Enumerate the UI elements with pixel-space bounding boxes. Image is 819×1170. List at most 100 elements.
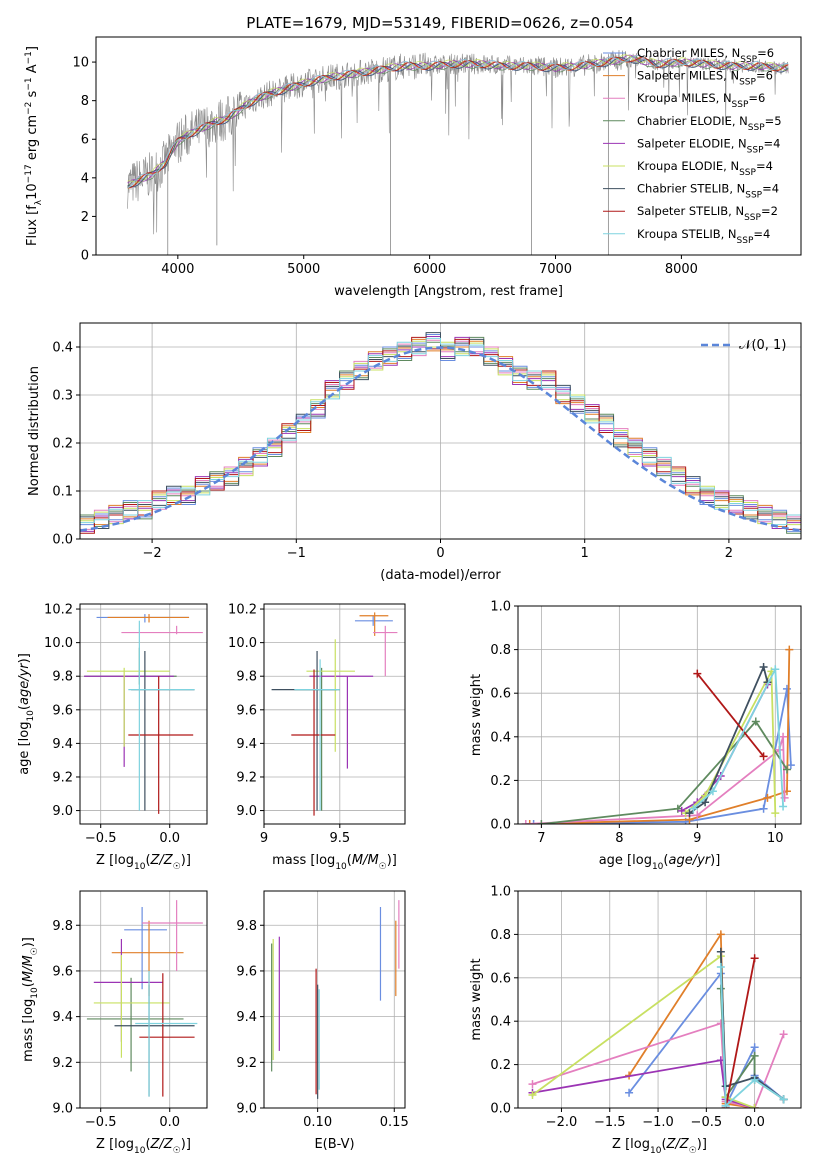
- y-tick-label: 9.6: [52, 964, 73, 979]
- x-tick-label: 9: [260, 831, 268, 846]
- x-tick-label: 10: [767, 831, 784, 846]
- y-tick-label: 0.3: [52, 389, 73, 404]
- mass-weight-marker: [708, 787, 717, 796]
- z-weights-panel: −2.0 −1.5 −1.0 −0.5 0.0 0.0 0.2 0.4 0.6 0.8 1.0 Z […: [469, 885, 802, 1156]
- x-tick-label: −0.5: [691, 1115, 723, 1130]
- axes-frame: [79, 603, 208, 825]
- mass-weight-marker: [716, 947, 725, 956]
- y-tick-label: 0.6: [490, 971, 511, 986]
- y-axis-label: Normed distribution: [27, 366, 42, 496]
- x-tick-label: 0.0: [744, 1115, 765, 1130]
- x-axis-label: mass [log10(M/M☉)]: [272, 853, 397, 872]
- y-tick-label: 9.2: [236, 770, 257, 785]
- mass-weight-marker: [751, 717, 760, 726]
- axes-frame: [79, 890, 208, 1109]
- x-tick-label: 2: [725, 546, 733, 561]
- y-tick-label: 2: [81, 210, 89, 225]
- x-tick-label: 8: [615, 831, 623, 846]
- y-tick-label: 4: [81, 171, 89, 186]
- y-tick-label: 10: [72, 56, 89, 71]
- x-axis-label: (data-model)/error: [380, 568, 501, 583]
- x-tick-label: 7: [537, 831, 545, 846]
- y-tick-label: 9.2: [52, 1056, 73, 1071]
- mass-weight-line: [685, 667, 777, 814]
- legend-entry: Salpeter MILES, NSSP=6: [637, 69, 773, 88]
- mass-weight-marker: [779, 1030, 788, 1039]
- y-axis-label: Flux [fλ10−17 erg cm−2 s−1 A−1]: [24, 46, 44, 246]
- mass-weight-marker: [721, 1101, 730, 1108]
- mass-weight-marker: [750, 954, 759, 963]
- y-tick-label: 9.6: [236, 964, 257, 979]
- x-tick-label: 8000: [665, 262, 698, 277]
- legend-entry: Chabrier STELIB, NSSP=4: [637, 182, 779, 201]
- legend-entry: Chabrier MILES, NSSP=6: [637, 46, 774, 65]
- mass-weight-marker: [779, 802, 788, 811]
- x-tick-label: 0: [436, 546, 444, 561]
- axes-frame: [517, 890, 802, 1109]
- mass-weight-marker: [693, 669, 702, 678]
- y-tick-label: 9.4: [52, 1010, 73, 1025]
- axes-frame: [95, 36, 802, 256]
- x-tick-label: −2.0: [546, 1115, 578, 1130]
- mass-weight-marker: [750, 1104, 759, 1108]
- x-tick-label: 0.0: [159, 1115, 180, 1130]
- y-tick-label: 9.0: [236, 1102, 257, 1117]
- legend-entry: Salpeter STELIB, NSSP=2: [637, 204, 778, 223]
- y-tick-label: 1.0: [490, 600, 511, 615]
- y-tick-label: 9.4: [52, 737, 73, 752]
- mass-weight-marker: [625, 1088, 634, 1097]
- mass-weight-marker: [701, 798, 710, 807]
- y-tick-label: 9.8: [236, 670, 257, 685]
- y-tick-label: 0.0: [490, 818, 511, 833]
- model-spectrum: [127, 55, 789, 188]
- mass-weight-marker: [750, 1051, 759, 1060]
- mass-weight-marker: [779, 1095, 788, 1104]
- y-tick-label: 1.0: [490, 885, 511, 900]
- y-tick-label: 8: [81, 94, 89, 109]
- mass-weight-marker: [785, 645, 794, 654]
- mass-weight-marker: [782, 765, 791, 774]
- y-tick-label: 9.0: [236, 804, 257, 819]
- mass-weight-marker: [771, 665, 780, 674]
- y-tick-label: 9.0: [52, 1102, 73, 1117]
- ebv-vs-mass-panel: 0.10 0.15 9.0 9.2 9.4 9.6 9.8 E(B-V): [236, 890, 409, 1152]
- x-axis-label: E(B-V): [314, 1137, 354, 1152]
- mass-weight-line: [724, 958, 756, 1108]
- y-tick-label: 10.0: [44, 636, 73, 651]
- x-tick-label: −1.5: [594, 1115, 626, 1130]
- mass-weight-marker: [716, 962, 725, 971]
- legend-entry: Salpeter ELODIE, NSSP=4: [637, 136, 780, 155]
- mass-weight-line: [532, 1059, 755, 1108]
- legend-entry: Kroupa STELIB, NSSP=4: [637, 227, 770, 246]
- axes-frame: [263, 603, 406, 825]
- z-vs-age-panel: −0.5 0.0 9.0 9.2 9.4 9.6 9.8 10.0 10.2 Z [log10(Z…: [17, 603, 208, 872]
- y-tick-label: 0.2: [490, 1058, 511, 1073]
- z-vs-mass-panel: −0.5 0.0 9.0 9.2 9.4 9.6 9.8 Z [log10(Z/Z☉)] mas…: [21, 890, 208, 1156]
- x-tick-label: 6000: [413, 262, 446, 277]
- y-tick-label: 9.8: [52, 919, 73, 934]
- y-tick-label: 9.8: [236, 919, 257, 934]
- x-axis-label: wavelength [Angstrom, rest frame]: [334, 284, 563, 299]
- y-tick-label: 0.4: [52, 341, 73, 356]
- x-tick-label: −0.5: [85, 1115, 117, 1130]
- y-tick-label: 0.0: [490, 1102, 511, 1117]
- residuals-panel: −2 −1 0 1 2 0.0 0.1 0.2 0.3 0.4 (data-model)/error…: [27, 322, 802, 583]
- y-axis-label: mass [log10(M/M☉)]: [21, 937, 40, 1062]
- x-axis-label: Z [log10(Z/Z☉)]: [96, 1137, 191, 1156]
- mass-weight-marker: [759, 752, 768, 761]
- y-tick-label: 9.8: [52, 670, 73, 685]
- y-tick-label: 0.1: [52, 485, 73, 500]
- mass-weight-marker: [528, 1080, 537, 1089]
- mass-weight-line: [688, 664, 769, 814]
- y-tick-label: 10.0: [228, 636, 257, 651]
- mass-weight-marker: [685, 809, 694, 818]
- y-tick-label: 0.2: [52, 437, 73, 452]
- age-weights-panel: 7 8 9 10 0.0 0.2 0.4 0.6 0.8 1.0 age [log10(age/yr…: [469, 600, 802, 872]
- mass-weight-marker: [782, 684, 791, 693]
- figure-title: PLATE=1679, MJD=53149, FIBERID=0626, z=0…: [246, 14, 633, 32]
- mass-weight-line: [696, 673, 765, 757]
- y-tick-label: 10.2: [44, 603, 73, 618]
- x-tick-label: −1: [287, 546, 306, 561]
- spectrum-panel: 4000 5000 6000 7000 8000 0 2 4 6 8 10 wavelength [A…: [24, 36, 802, 299]
